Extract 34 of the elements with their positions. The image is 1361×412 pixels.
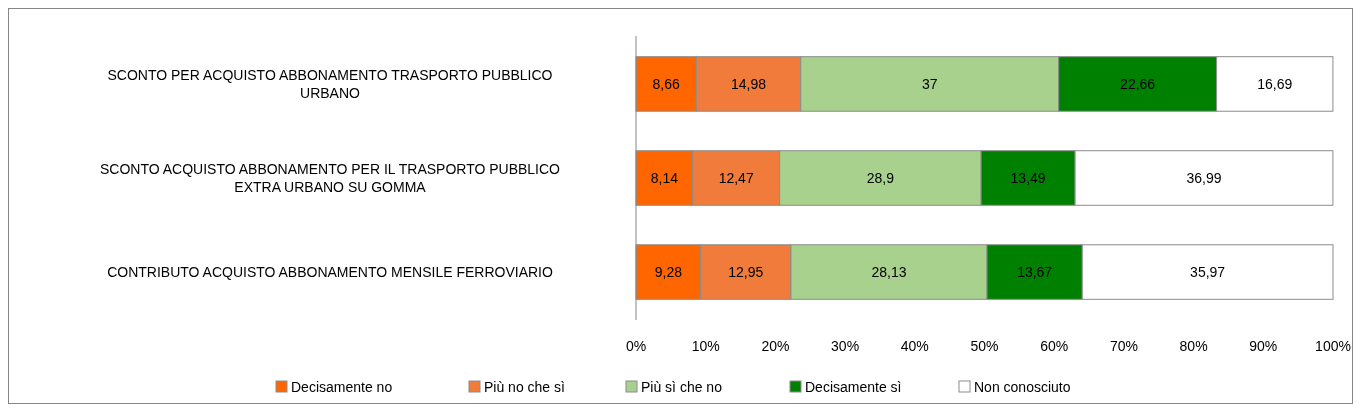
data-label: 35,97 [1190,263,1226,280]
legend-label: Decisamente sì [805,378,902,395]
x-tick-label: 50% [970,338,999,354]
data-label: 8,14 [650,169,679,186]
legend-label: Più no che sì [484,378,565,395]
data-label: 13,67 [1017,263,1053,280]
x-tick-label: 10% [691,338,720,354]
x-tick-label: 40% [900,338,929,354]
x-tick-label: 90% [1249,338,1278,354]
data-label: 12,95 [728,263,764,280]
y-tick-label: CONTRIBUTO ACQUISTO ABBONAMENTO MENSILE FERROVIARIO [107,263,553,280]
legend-label: Decisamente no [291,378,393,395]
x-tick-label: 100% [1315,338,1351,354]
data-label: 8,66 [652,75,681,92]
data-label: 37 [921,75,938,92]
data-label: 14,98 [731,75,767,92]
data-label: 9,28 [654,263,683,280]
legend-label: Più sì che no [641,378,723,395]
data-label: 12,47 [718,169,754,186]
legend-label: Non conosciuto [974,378,1071,395]
data-label: 22,66 [1120,75,1156,92]
y-tick-label: SCONTO ACQUISTO ABBONAMENTO PER IL TRASPORTO PUBBLICO EXTRA URBANO SU GOMMA [99,160,561,195]
x-tick-label: 0% [625,338,647,354]
x-tick-label: 70% [1109,338,1138,354]
data-label: 13,49 [1010,169,1046,186]
y-tick-label: SCONTO PER ACQUISTO ABBONAMENTO TRASPORTO PUBBLICO URBANO [107,66,553,101]
x-tick-label: 20% [761,338,790,354]
data-label: 28,13 [871,263,907,280]
x-tick-label: 80% [1179,338,1208,354]
data-label: 16,69 [1257,75,1293,92]
x-tick-label: 30% [831,338,860,354]
x-tick-label: 60% [1040,338,1069,354]
data-label: 36,99 [1186,169,1222,186]
data-label: 28,9 [866,169,895,186]
